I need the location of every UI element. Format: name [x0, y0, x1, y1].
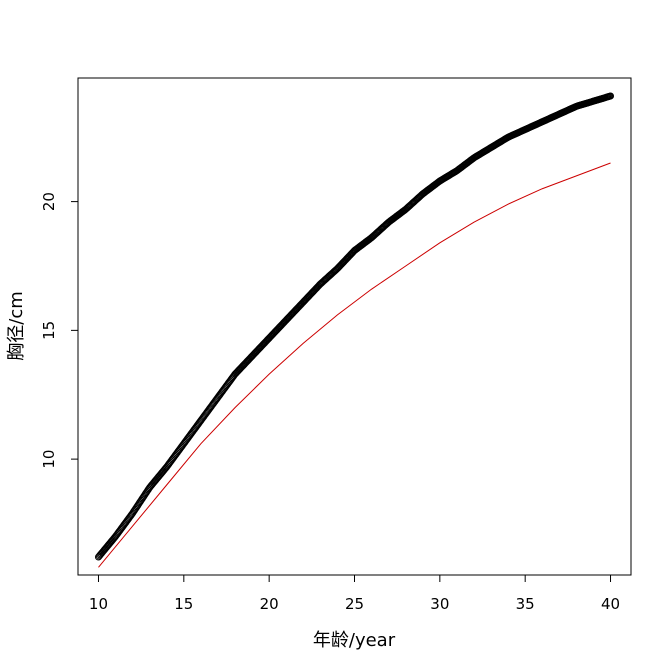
- x-tick-label: 40: [601, 595, 620, 613]
- y-tick-label: 15: [40, 321, 58, 340]
- y-axis: 10 15 20: [40, 192, 78, 469]
- y-tick-label: 20: [40, 192, 58, 211]
- x-axis: 10 15 20 25 30 35 40: [89, 575, 620, 613]
- x-tick-label: 35: [516, 595, 535, 613]
- x-tick-label: 20: [260, 595, 279, 613]
- data-point: [607, 92, 615, 100]
- plot-area-border: [77, 77, 632, 576]
- fitted-line-series: [98, 162, 611, 568]
- observed-points-series: [94, 92, 615, 561]
- x-tick-label: 10: [89, 595, 108, 613]
- y-tick-label: 10: [40, 450, 58, 469]
- x-tick-label: 15: [174, 595, 193, 613]
- x-axis-title: 年龄/year: [313, 630, 396, 651]
- y-axis-title: 胸径/cm: [6, 291, 27, 361]
- fitted-line: [98, 162, 611, 568]
- x-tick-label: 30: [430, 595, 449, 613]
- x-tick-label: 25: [345, 595, 364, 613]
